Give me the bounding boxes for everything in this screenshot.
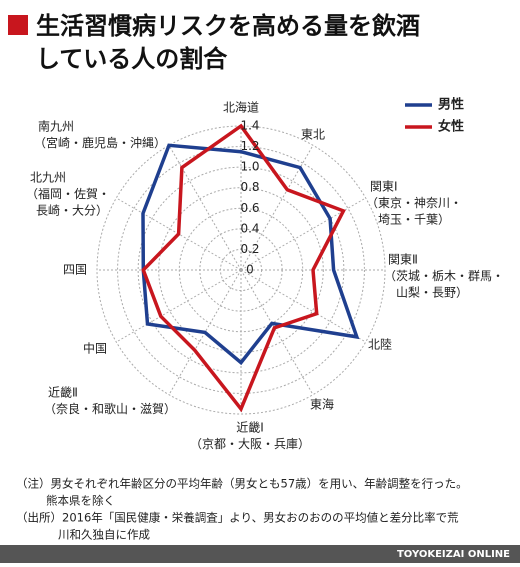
title-marker — [8, 15, 28, 35]
tick-label: 0.8 — [240, 180, 259, 194]
category-label: 四国 — [63, 263, 87, 277]
category-label: 中国 — [83, 341, 107, 356]
category-label: （奈良・和歌山・滋賀） — [44, 401, 176, 416]
footer-bar — [0, 545, 520, 563]
source: TOYOKEIZAI ONLINE — [397, 549, 510, 560]
category-label: （茨城・栃木・群馬・ — [384, 269, 504, 283]
series-line — [141, 143, 360, 366]
spoke — [116, 269, 242, 343]
category-label: （東京・神奈川・ — [366, 196, 462, 210]
category-label: 近畿Ⅱ — [48, 386, 78, 400]
chart-title: している人の割合 — [36, 45, 228, 73]
grid-circle — [158, 187, 324, 353]
tick-label: 0 — [246, 263, 254, 277]
spoke — [240, 269, 366, 343]
category-label: （宮崎・鹿児島・沖縄） — [34, 135, 166, 150]
category-label: 東北 — [301, 128, 325, 142]
category-label: 近畿Ⅰ — [236, 421, 264, 435]
grid-circle — [199, 228, 283, 312]
series-line — [141, 123, 346, 413]
note: 川和久独自に作成 — [58, 528, 150, 542]
spoke — [168, 145, 242, 271]
tick-label: 1.2 — [240, 139, 259, 153]
category-label: 山梨・長野） — [396, 286, 468, 300]
tick-label: 1.0 — [240, 160, 259, 174]
note: 熊本県を除く — [46, 494, 115, 508]
category-label: 北海道 — [223, 100, 259, 115]
grid-circle — [117, 146, 365, 394]
grid-circle — [137, 166, 345, 374]
category-label: （京都・大阪・兵庫） — [190, 437, 310, 451]
category-label: 南九州 — [38, 119, 74, 134]
tick-label: 1.4 — [240, 119, 259, 133]
grid-circle — [219, 248, 263, 292]
grid-circle — [178, 207, 304, 333]
tick-label: 0.4 — [240, 221, 259, 235]
category-label: 北陸 — [368, 338, 392, 352]
category-label: 埼玉・千葉） — [378, 213, 450, 227]
tick-label: 0.2 — [240, 242, 259, 256]
spoke — [240, 269, 314, 395]
category-label: 北九州 — [30, 171, 66, 185]
category-label: 東海 — [310, 397, 334, 412]
note: （注）男女それぞれ年齢区分の平均年齢（男女とも57歳）を用い、年齢調整を行った。 — [16, 477, 468, 491]
chart-title: 生活習慣病リスクを高める量を飲酒 — [36, 12, 420, 40]
note: （出所）2016年「国民健康・栄養調査」より、男女おのおのの平均値と差分比率で荒 — [16, 511, 459, 525]
grid-circle — [96, 125, 386, 415]
legend-label: 女性 — [438, 119, 464, 135]
category-label: 関東Ⅰ — [370, 180, 398, 194]
category-label: （福岡・佐賀・ — [26, 186, 110, 201]
tick-label: 0.6 — [240, 201, 259, 215]
legend-label: 男性 — [438, 97, 464, 113]
category-label: 関東Ⅱ — [388, 253, 418, 267]
spoke — [240, 197, 366, 271]
category-label: 長崎・大分） — [36, 204, 108, 218]
